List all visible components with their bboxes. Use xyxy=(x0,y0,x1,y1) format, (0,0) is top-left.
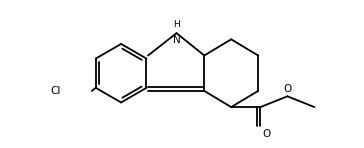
Text: Cl: Cl xyxy=(50,86,60,96)
Text: O: O xyxy=(283,84,292,94)
Text: N: N xyxy=(173,35,181,45)
Text: H: H xyxy=(173,20,180,29)
Text: O: O xyxy=(262,129,270,139)
